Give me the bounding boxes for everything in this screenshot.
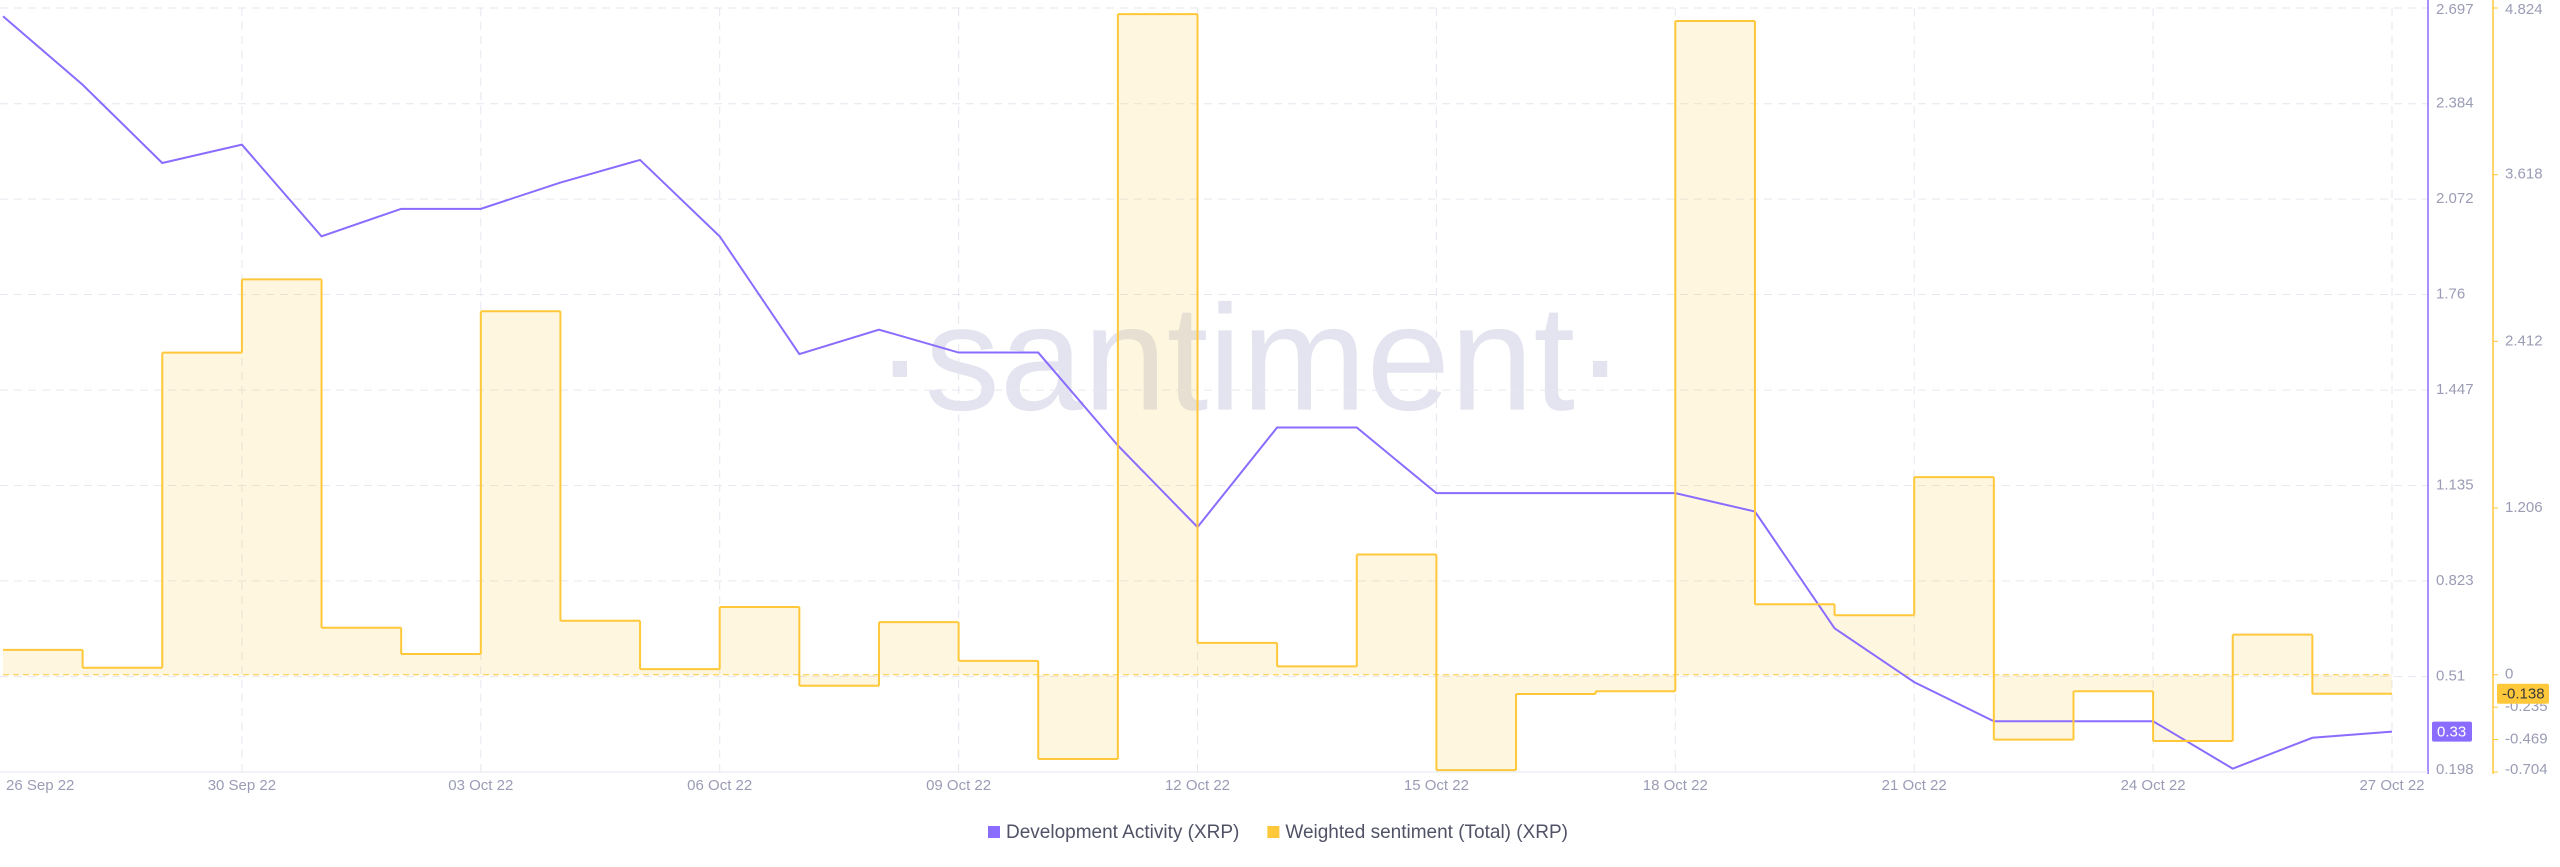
legend-swatch bbox=[1267, 826, 1280, 838]
sentiment-area bbox=[321, 627, 402, 675]
y2-tick-label: 2.412 bbox=[2505, 332, 2543, 349]
y-tick-label: 1.76 bbox=[2436, 285, 2465, 302]
sentiment-area bbox=[1356, 554, 1437, 675]
sentiment-area bbox=[958, 660, 1039, 675]
sentiment-area bbox=[560, 620, 641, 675]
sentiment-area bbox=[1754, 604, 1835, 675]
sentiment-area bbox=[640, 669, 720, 675]
value-badge bbox=[2432, 721, 2472, 742]
sentiment-area bbox=[2232, 634, 2313, 675]
sentiment-area bbox=[2073, 674, 2154, 692]
sentiment-area bbox=[401, 653, 481, 675]
sentiment-area bbox=[480, 311, 561, 675]
sentiment-area bbox=[1595, 674, 1676, 692]
sentiment-area bbox=[3, 649, 83, 675]
sentiment-area bbox=[878, 622, 959, 675]
y-tick-label: 0.51 bbox=[2436, 668, 2465, 685]
legend-swatch bbox=[988, 826, 1000, 838]
y2-tick-label: -0.469 bbox=[2505, 730, 2548, 747]
watermark: ·santiment· bbox=[875, 274, 1625, 442]
x-tick-label: 18 Oct 22 bbox=[1643, 777, 1708, 794]
sentiment-area bbox=[2153, 674, 2233, 742]
sentiment-area bbox=[799, 674, 879, 686]
y2-tick-label: -0.704 bbox=[2505, 761, 2548, 778]
value-badge bbox=[2497, 683, 2549, 704]
x-tick-label: 15 Oct 22 bbox=[1404, 777, 1469, 794]
x-tick-label: 09 Oct 22 bbox=[926, 777, 991, 794]
sentiment-area bbox=[1675, 20, 1755, 675]
x-tick-label: 27 Oct 22 bbox=[2359, 777, 2424, 794]
x-tick-label: 03 Oct 22 bbox=[448, 777, 513, 794]
x-tick-label: 30 Sep 22 bbox=[208, 777, 276, 794]
x-tick-label: 12 Oct 22 bbox=[1165, 777, 1230, 794]
y-tick-label: 2.384 bbox=[2436, 95, 2474, 112]
sentiment-area bbox=[2312, 674, 2392, 694]
sentiment-area bbox=[82, 667, 163, 675]
y-tick-label: 2.072 bbox=[2436, 190, 2474, 207]
sentiment-area bbox=[1038, 674, 1118, 760]
y-tick-label: 0.823 bbox=[2436, 572, 2474, 589]
y-tick-label: 2.697 bbox=[2436, 1, 2474, 18]
sentiment-area bbox=[1436, 674, 1517, 771]
y2-tick-label: 1.206 bbox=[2505, 499, 2543, 516]
sentiment-area bbox=[719, 606, 800, 675]
value-badge-label: 0.33 bbox=[2437, 724, 2466, 741]
value-badge-label: -0.138 bbox=[2502, 686, 2545, 703]
sentiment-area bbox=[1197, 642, 1278, 675]
sentiment-area bbox=[1993, 674, 2074, 740]
y-tick-label: 0.198 bbox=[2436, 761, 2474, 778]
y2-tick-label: 4.824 bbox=[2505, 1, 2543, 18]
legend-label: Development Activity (XRP) bbox=[1006, 822, 1239, 843]
sentiment-area bbox=[162, 352, 242, 675]
y2-tick-label: 0 bbox=[2505, 666, 2513, 683]
sentiment-area bbox=[1914, 477, 1994, 675]
y2-tick-label: 3.618 bbox=[2505, 166, 2543, 183]
sentiment-area bbox=[241, 279, 322, 675]
sentiment-area bbox=[1277, 666, 1357, 675]
sentiment-area bbox=[1834, 615, 1915, 675]
x-tick-label: 26 Sep 22 bbox=[6, 777, 74, 794]
sentiment-area bbox=[1117, 14, 1198, 675]
legend-label: Weighted sentiment (Total) (XRP) bbox=[1285, 822, 1568, 843]
x-tick-label: 24 Oct 22 bbox=[2121, 777, 2186, 794]
y-tick-label: 1.447 bbox=[2436, 381, 2474, 398]
sentiment-area bbox=[1516, 674, 1596, 695]
x-tick-label: 21 Oct 22 bbox=[1882, 777, 1947, 794]
x-tick-label: 06 Oct 22 bbox=[687, 777, 752, 794]
y-tick-label: 1.135 bbox=[2436, 477, 2474, 494]
